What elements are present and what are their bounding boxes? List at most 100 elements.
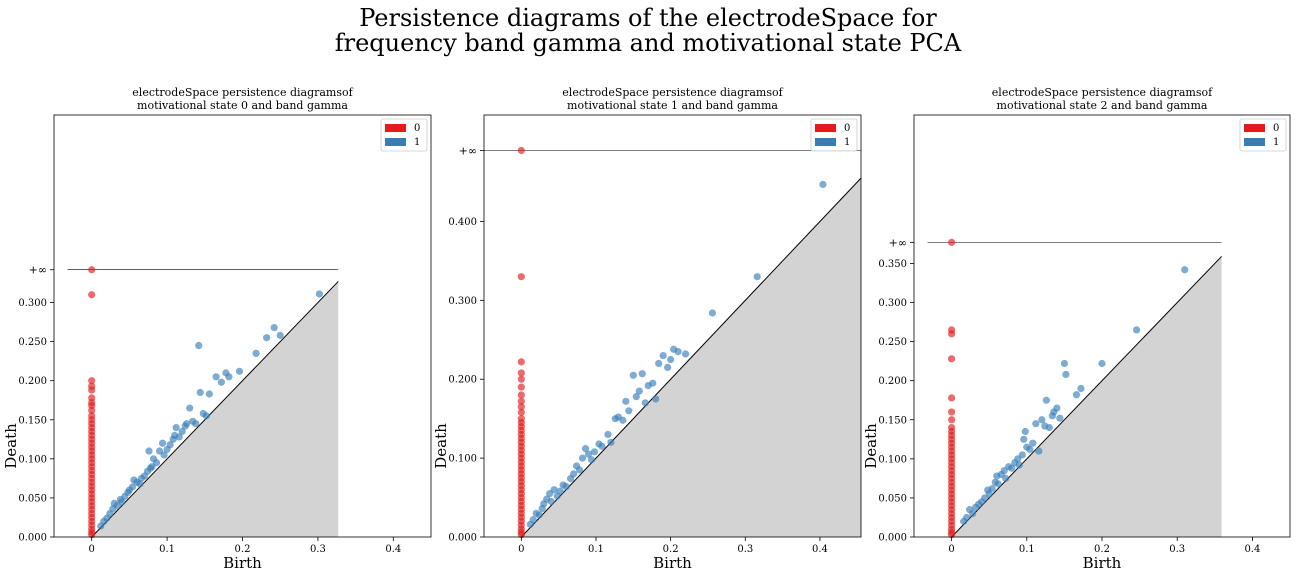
y-tick-label: 0.050 [878,493,907,504]
data-point-dim1 [183,420,191,428]
data-point-dim0 [88,266,96,274]
data-point-dim1 [985,490,993,498]
data-point-dim1 [235,367,244,375]
x-tick-label: 0.2 [235,544,251,555]
x-tick-label: 0 [948,544,954,555]
y-tick-label: 0.350 [878,259,907,270]
legend-swatch-dim1 [385,138,406,146]
diagonal-line [951,256,1222,538]
data-point-dim0 [88,291,96,299]
data-point-dim0 [948,355,956,363]
data-point-dim0 [88,377,96,385]
y-tick-label: 0.050 [18,493,47,504]
data-point-dim1 [195,341,203,350]
legend-label: 1 [1273,137,1279,148]
diagonal-line [91,281,339,538]
data-point-dim1 [1062,370,1070,379]
data-point-dim1 [622,397,630,405]
persistence-panel-1: 0 0.1 0.2 0.3 0.4 0.000 0.100 0.200 0.300 0.400 +∞… [432,86,862,572]
y-tick-label: 0.250 [878,337,907,348]
data-point-dim1 [217,378,225,386]
data-point-dim0 [948,238,956,246]
y-tick-label: 0.300 [878,298,907,309]
data-point-dim1 [629,371,637,379]
y-tick-label: 0.000 [448,533,477,544]
legend-swatch-dim0 [1244,124,1265,132]
data-point-dim1 [674,348,682,356]
data-point-dim0 [517,375,525,383]
data-point-dim1 [178,427,186,436]
legend-label: 0 [414,123,420,134]
data-point-dim0 [948,394,956,402]
data-point-dim1 [1038,416,1046,424]
x-axis-label: Birth [653,554,692,572]
legend-label: 0 [844,123,850,134]
data-point-dim1 [1181,266,1189,274]
data-point-dim1 [1132,326,1141,334]
data-point-dim1 [604,430,612,439]
data-point-dim1 [581,445,590,453]
y-tick-label: 0.200 [18,376,47,387]
data-point-dim1 [632,392,640,401]
data-point-dim1 [175,433,183,441]
legend-swatch-dim0 [385,124,406,132]
x-tick-label: 0.3 [737,544,753,555]
x-tick-label: 0.1 [1019,544,1035,555]
panel-title-line: electrodeSpace persistence diagramsof [562,86,783,99]
y-tick-label: 0.200 [448,375,477,386]
data-point-dim1 [607,438,615,446]
data-point-dim0 [948,531,956,539]
data-point-dim1 [584,450,593,458]
data-point-dim1 [652,395,660,403]
data-point-dim1 [166,441,174,449]
data-point-dim1 [988,484,996,493]
data-point-dim1 [1098,359,1106,368]
data-point-dim1 [619,416,627,424]
y-axis-label: Death [2,423,20,469]
diagonal-line [520,177,862,538]
data-point-dim1 [550,486,558,494]
data-point-dim0 [948,416,956,424]
y-tick-label: 0.000 [878,533,907,544]
data-point-dim0 [517,391,525,399]
y-tick-label: 0.250 [18,337,47,348]
data-point-dim1 [225,373,233,381]
data-point-dim1 [681,350,690,358]
data-point-dim1 [667,355,675,364]
y-tick-label: 0.400 [448,217,477,228]
x-tick-label: 0.2 [663,544,679,555]
data-point-dim0 [517,273,525,281]
panel-title-line: motivational state 0 and band gamma [137,99,348,112]
data-point-dim1 [994,480,1002,488]
data-point-dim0 [517,403,525,411]
data-point-dim1 [547,497,555,506]
data-point-dim1 [587,456,596,464]
legend-label: 1 [414,137,420,148]
data-point-dim1 [192,420,200,428]
data-point-dim1 [1021,427,1029,436]
data-point-dim1 [1072,391,1081,399]
x-tick-label: 0.3 [310,544,326,555]
x-tick-label: 0 [89,544,95,555]
infinity-tick-label: +∞ [889,236,907,249]
data-point-dim1 [664,363,672,372]
legend: 01 [810,118,858,152]
y-tick-label: 0.300 [448,296,477,307]
x-tick-label: 0.1 [588,544,604,555]
persistence-panel-2: 0 0.1 0.2 0.3 0.4 0.000 0.050 0.100 0.150 0.200 0.… [862,86,1291,572]
data-point-dim1 [1018,451,1026,459]
data-point-dim1 [205,390,213,398]
data-point-dim1 [172,423,180,432]
y-tick-label: 0.100 [18,454,47,465]
data-point-dim1 [969,509,977,518]
data-point-dim1 [649,379,657,387]
data-point-dim1 [569,470,578,478]
data-point-dim1 [556,487,564,495]
legend-swatch-dim0 [815,124,836,132]
data-point-dim1 [202,412,210,420]
data-point-dim0 [88,406,96,414]
persistence-panel-0: 0 0.1 0.2 0.3 0.4 0.000 0.050 0.100 0.150 0.200 0.… [2,86,432,572]
x-tick-label: 0.2 [1094,544,1110,555]
x-tick-label: 0.3 [1169,544,1185,555]
